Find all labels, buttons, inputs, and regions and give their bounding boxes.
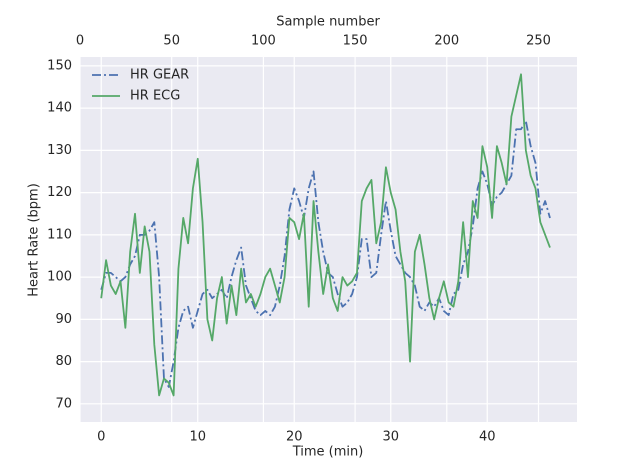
y-tick-label: 100 bbox=[47, 270, 72, 285]
x-tick-label: 0 bbox=[97, 430, 105, 445]
y-tick-label: 80 bbox=[55, 354, 72, 369]
x2-tick-label: 100 bbox=[251, 34, 276, 49]
y-tick-label: 150 bbox=[47, 58, 72, 73]
x-tick-label: 30 bbox=[382, 430, 399, 445]
y-tick-label: 140 bbox=[47, 101, 72, 116]
x-tick-label: 10 bbox=[189, 430, 206, 445]
legend-label: HR GEAR bbox=[130, 68, 189, 83]
plot-area bbox=[80, 57, 577, 422]
x-axis-label: Time (min) bbox=[292, 445, 364, 460]
y-tick-label: 130 bbox=[47, 143, 72, 158]
x2-tick-label: 200 bbox=[434, 34, 459, 49]
y-tick-label: 120 bbox=[47, 185, 72, 200]
x2-tick-label: 50 bbox=[163, 34, 180, 49]
x2-axis-label: Sample number bbox=[276, 15, 380, 30]
y-tick-label: 70 bbox=[55, 396, 72, 411]
y-axis-label: Heart Rate (bpm) bbox=[27, 183, 42, 297]
y-tick-label: 110 bbox=[47, 227, 72, 242]
x-tick-label: 40 bbox=[479, 430, 496, 445]
legend-label: HR ECG bbox=[130, 89, 180, 104]
y-tick-label: 90 bbox=[55, 312, 72, 327]
x2-tick-label: 0 bbox=[76, 34, 84, 49]
series-line bbox=[100, 73, 551, 397]
x-tick-label: 20 bbox=[286, 430, 303, 445]
x2-tick-label: 150 bbox=[343, 34, 368, 49]
x2-tick-label: 250 bbox=[526, 34, 551, 49]
